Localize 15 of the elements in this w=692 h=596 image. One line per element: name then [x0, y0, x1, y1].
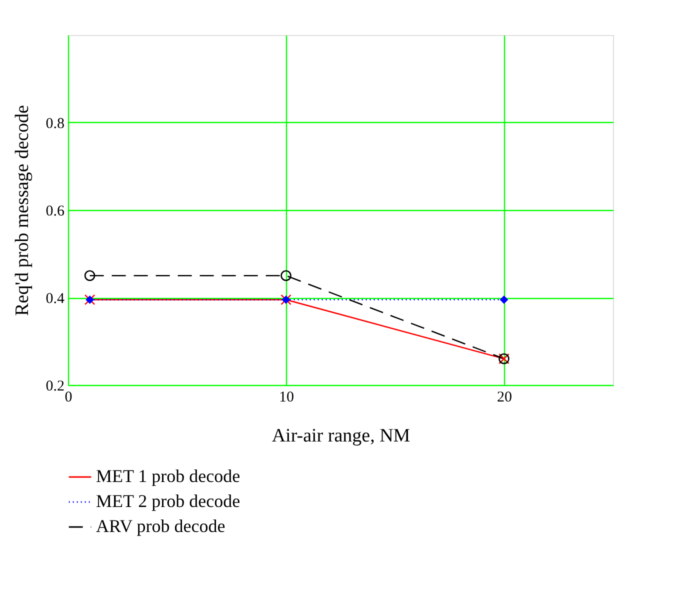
y-tick-label: 0.4 [46, 291, 65, 307]
y-tick-label: 0.2 [46, 378, 64, 394]
legend-label: MET 2 prob decode [96, 491, 240, 511]
point [84, 270, 96, 282]
x-axis-title: Air-air range, NM [272, 426, 410, 446]
x-tick-label: 0 [64, 390, 72, 406]
legend-label: ARV prob decode [96, 516, 226, 536]
y-tick-label: 0.8 [46, 116, 64, 132]
x-tick-label: 20 [497, 390, 512, 406]
y-tick-label: 0.6 [46, 204, 65, 220]
point [280, 270, 292, 282]
point [500, 296, 508, 304]
legend-label: MET 1 prob decode [96, 466, 240, 486]
y-axis-title: Req'd prob message decode [12, 105, 33, 316]
x-tick-label: 10 [279, 390, 294, 406]
